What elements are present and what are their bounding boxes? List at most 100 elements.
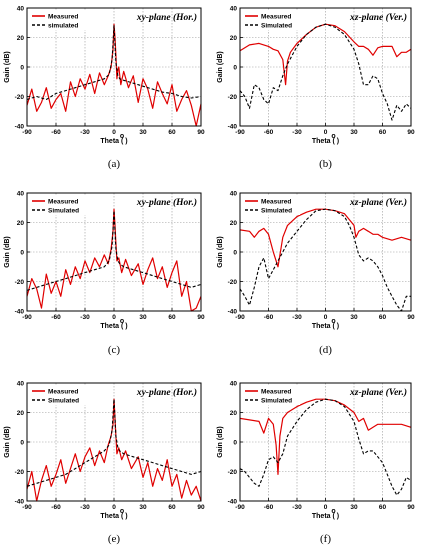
y-tick-label: 0 [20,64,24,71]
degree-superscript: o [331,318,335,325]
y-axis-label: Gain (dB) [217,236,224,268]
legend-label: Measured [48,388,78,395]
legend: Measured Simulated [29,195,87,215]
x-tick-label: 0 [324,504,328,511]
x-tick-label: 90 [407,504,415,511]
y-tick-label: -20 [228,279,238,286]
chart-panel-1: -90 -60 -30 0 30 60 90 -40 -20 0 20 40 Gain (dB) Thet… [4,5,205,170]
x-tick-label: -30 [292,504,302,511]
x-tick-label: -60 [264,314,274,321]
x-tick-label: 30 [350,129,358,136]
y-tick-label: 40 [230,380,238,387]
x-tick-label: -90 [22,314,32,321]
x-tick-label: 0 [324,314,328,321]
x-tick-label: 60 [168,314,176,321]
chart-panel-6: -90 -60 -30 0 30 60 90 -40 -20 0 20 40 Gain (dB) Thet… [217,380,415,545]
panel-caption: (f) [320,533,331,545]
x-tick-label: 0 [112,504,116,511]
panel-title: xz-plane (Ver.) [349,12,407,23]
y-tick-label: 20 [230,410,238,417]
y-tick-label: 0 [233,64,237,71]
panel-caption: (a) [108,158,121,170]
simulated-series-line [26,210,202,291]
y-axis-label: Gain (dB) [4,51,11,83]
y-tick-label: -40 [228,308,238,315]
x-tick-label: -30 [292,314,302,321]
y-tick-label: 40 [17,5,25,12]
y-axis-label: Gain (dB) [4,236,11,268]
x-tick-label: 60 [379,314,387,321]
x-axis-label: Theta ( ) [100,513,127,520]
x-tick-label: 0 [112,129,116,136]
y-tick-label: 40 [17,190,25,197]
legend: Measured Simulated [242,385,300,405]
legend-label: Measured [48,13,78,20]
simulated-series-line [239,398,412,496]
legend: Measured simulated [29,10,87,30]
panel-caption: (d) [319,344,332,356]
panel-title: xy-plane (Hor.) [136,12,197,23]
y-tick-label: -20 [15,279,25,286]
panel-caption: (e) [108,533,121,545]
measured-series-line [239,398,412,475]
x-tick-label: 60 [168,504,176,511]
simulated-series-line [239,208,411,312]
simulated-series-line [239,23,412,121]
x-tick-label: -90 [235,504,245,511]
x-tick-label: -30 [80,129,90,136]
y-axis-label: Gain (dB) [217,426,224,458]
y-tick-label: 0 [20,439,24,446]
legend: Measured Simulated [29,385,87,405]
x-tick-label: 90 [197,314,205,321]
x-axis-label: Theta ( ) [100,323,127,330]
panel-caption: (c) [108,344,121,356]
y-tick-label: 20 [230,35,238,42]
degree-superscript: o [120,133,124,140]
y-tick-label: -20 [15,469,25,476]
degree-superscript: o [331,133,335,140]
legend-label: Measured [261,198,291,205]
y-tick-label: 40 [230,190,238,197]
legend-label: Simulated [261,207,292,214]
x-tick-label: -60 [264,129,274,136]
y-tick-label: 20 [17,410,25,417]
y-tick-label: -40 [15,498,25,505]
measured-series-line [26,23,202,127]
legend-label: Simulated [261,397,292,404]
x-tick-label: -90 [22,129,32,136]
legend-label: Measured [48,198,78,205]
x-tick-label: 0 [324,129,328,136]
x-tick-label: -90 [235,129,245,136]
y-tick-label: 40 [230,5,238,12]
panel-title: xy-plane (Hor.) [136,197,197,208]
x-tick-label: -90 [22,504,32,511]
x-tick-label: 30 [139,129,147,136]
legend: Measured Simulated [242,10,300,30]
x-tick-label: 30 [139,314,147,321]
y-tick-label: -40 [228,498,238,505]
x-tick-label: 30 [350,504,358,511]
legend-label: Simulated [48,207,79,214]
x-tick-label: -60 [264,504,274,511]
y-axis-label: Gain (dB) [217,51,224,83]
x-axis-label: Theta ( ) [100,138,127,145]
x-tick-label: 90 [197,129,205,136]
measured-series-line [239,23,412,86]
legend-label: simulated [48,22,78,29]
x-axis-label: Theta ( ) [312,513,339,520]
y-tick-label: -20 [228,94,238,101]
x-tick-label: -60 [51,314,61,321]
chart-panel-3: -90 -60 -30 0 30 60 90 -40 -20 0 20 40 Gain (dB) Thet… [4,190,205,356]
y-tick-label: 0 [20,249,24,256]
x-tick-label: 60 [379,504,387,511]
y-tick-label: -20 [228,469,238,476]
y-axis-label: Gain (dB) [4,426,11,458]
legend: Measured Simulated [242,195,300,215]
legend-label: Measured [261,13,291,20]
degree-superscript: o [120,508,124,515]
chart-panel-4: -90 -60 -30 0 30 60 90 -40 -20 0 20 40 Gain (dB) Thet… [217,190,415,356]
x-tick-label: 90 [407,129,415,136]
x-tick-label: -30 [292,129,302,136]
x-tick-label: 0 [112,314,116,321]
